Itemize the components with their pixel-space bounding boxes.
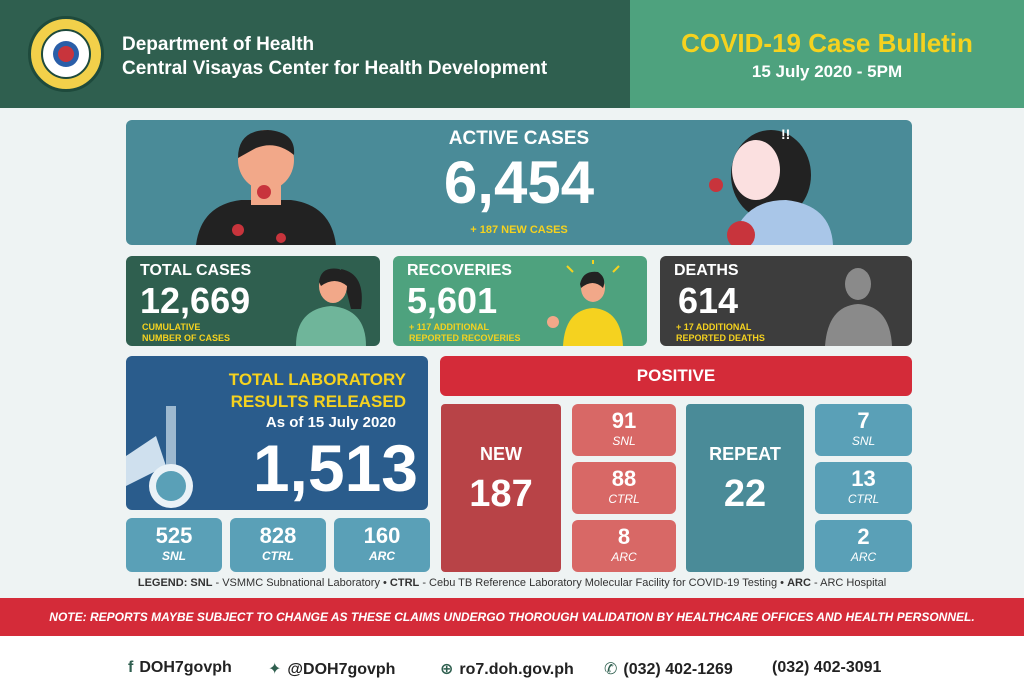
positive-header: POSITIVE [440,356,912,396]
lab-total-value: 1,513 [252,431,418,505]
footer-website[interactable]: ⊕ ro7.doh.gov.ph [440,659,574,679]
globe-icon: ⊕ [440,661,454,678]
phone-number-1: (032) 402-1269 [623,661,733,678]
repeat-arc-box: 2 ARC [815,520,912,572]
legend-prefix: LEGEND: [137,577,188,589]
positive-repeat-label: REPEAT [709,444,781,464]
recoveries-value: 5,601 [407,280,498,321]
footer [0,636,1024,696]
bulletin-date: 15 July 2020 - 5PM [751,62,903,81]
new-snl-value: 91 [611,408,637,433]
active-cases-card: ACTIVE CASES 6,454 + 187 NEW CASES !! [126,120,912,245]
sick-person-illustration [196,130,336,245]
repeat-ctrl-tag: CTRL [847,492,880,506]
total-cases-value: 12,669 [140,280,251,321]
lab-results-card: TOTAL LABORATORY RESULTS RELEASED As of … [126,356,428,510]
new-ctrl-box: 88 CTRL [572,462,676,514]
new-arc-tag: ARC [611,550,637,564]
lab-arc-box: 160 ARC [334,518,430,572]
facebook-handle: DOH7govph [139,659,232,676]
facebook-icon: f [128,659,134,676]
new-snl-box: 91 SNL [572,404,676,456]
positive-new-box: NEW 187 [441,404,561,572]
new-arc-value: 8 [617,524,631,549]
lab-as-of: As of 15 July 2020 [265,414,396,431]
doh-seal-logo [28,16,104,92]
repeat-snl-box: 7 SNL [815,404,912,456]
footer-twitter[interactable]: ✦ @DOH7govph [268,659,395,679]
lab-arc-tag: ARC [369,549,395,563]
new-snl-tag: SNL [612,434,636,448]
active-cases-label: ACTIVE CASES [448,128,590,149]
new-arc-box: 8 ARC [572,520,676,572]
lab-ctrl-box: 828 CTRL [230,518,326,572]
recoveries-sub2: REPORTED RECOVERIES [409,333,521,343]
bulletin-title: COVID-19 Case Bulletin [681,28,973,58]
header-left [0,0,630,108]
org-name-line2: Central Visayas Center for Health Develo… [122,58,548,79]
website-url: ro7.doh.gov.ph [459,661,574,678]
total-cases-sub2: NUMBER OF CASES [142,333,231,343]
repeat-ctrl-value: 13 [851,466,876,491]
lab-title-line1: TOTAL LABORATORY [228,370,406,389]
legend-arc-key: ARC [787,577,811,589]
recovered-person-illustration [547,260,623,346]
new-ctrl-value: 88 [611,466,637,491]
lab-title-line2: RESULTS RELEASED [230,392,406,411]
lab-ctrl-value: 828 [259,523,297,548]
disclaimer-note: NOTE: REPORTS MAYBE SUBJECT TO CHANGE AS… [0,598,1024,636]
footer-facebook[interactable]: f DOH7govph [128,659,232,677]
phone-number-2: (032) 402-3091 [772,659,882,676]
lab-snl-value: 525 [155,523,193,548]
lab-arc-value: 160 [363,523,401,548]
legend: LEGEND: SNL - VSMMC Subnational Laborato… [137,577,887,589]
lab-test-illustration [126,406,193,508]
positive-new-label: NEW [480,444,522,464]
repeat-snl-value: 7 [857,408,870,433]
deceased-person-illustration [825,268,892,346]
recoveries-sub1: + 117 ADDITIONAL [409,322,489,332]
repeat-snl-tag: SNL [851,434,876,448]
positive-repeat-box: REPEAT 22 [686,404,804,572]
active-cases-value: 6,454 [443,149,595,216]
total-cases-sub1: CUMULATIVE [142,322,201,332]
legend-ctrl-text: - Cebu TB Reference Laboratory Molecular… [422,577,778,589]
lab-snl-box: 525 SNL [126,518,222,572]
woman-illustration [296,268,366,346]
deaths-sub1: + 17 ADDITIONAL [676,322,752,332]
lab-snl-tag: SNL [162,549,186,563]
legend-arc-text: - ARC Hospital [814,577,887,589]
positive-repeat-value: 22 [723,473,767,515]
svg-text:!!: !! [781,126,790,142]
legend-snl-key: SNL [190,577,213,589]
lab-ctrl-tag: CTRL [262,549,294,563]
legend-ctrl-key: CTRL [389,577,420,589]
total-cases-label: TOTAL CASES [140,262,252,279]
legend-snl-text: - VSMMC Subnational Laboratory [215,577,380,589]
repeat-ctrl-box: 13 CTRL [815,462,912,514]
repeat-arc-value: 2 [857,524,870,549]
recoveries-label: RECOVERIES [407,262,512,279]
twitter-icon: ✦ [268,661,282,678]
repeat-arc-tag: ARC [850,550,877,564]
deaths-label: DEATHS [674,262,739,279]
phone-icon: ✆ [604,661,618,678]
footer-phone: ✆ (032) 402-1269 [604,659,733,679]
deaths-value: 614 [678,280,739,321]
coughing-person-illustration: !! [709,126,833,245]
twitter-handle: @DOH7govph [287,661,396,678]
deaths-sub2: REPORTED DEATHS [676,333,765,343]
new-ctrl-tag: CTRL [608,492,640,506]
total-cases-card: TOTAL CASES 12,669 CUMULATIVE NUMBER OF … [126,256,380,346]
org-name-line1: Department of Health [122,34,315,55]
positive-new-value: 187 [469,473,533,515]
recoveries-card: RECOVERIES 5,601 + 117 ADDITIONAL REPORT… [393,256,647,346]
header-right [630,0,1024,108]
deaths-card: DEATHS 614 + 17 ADDITIONAL REPORTED DEAT… [660,256,912,346]
active-new-cases: + 187 NEW CASES [470,224,568,236]
footer-phone-2: (032) 402-3091 [772,659,881,677]
